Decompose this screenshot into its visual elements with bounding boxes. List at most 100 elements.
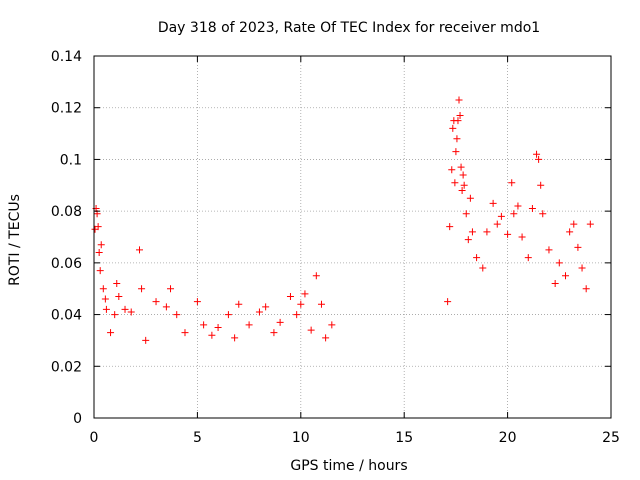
data-point (231, 334, 239, 342)
data-point (528, 205, 536, 213)
grid (94, 56, 611, 418)
data-point (135, 246, 143, 254)
data-point (457, 163, 465, 171)
data-point (479, 264, 487, 272)
data-point (586, 220, 594, 228)
data-point (518, 233, 526, 241)
data-point (458, 186, 466, 194)
plot-frame (93, 55, 612, 419)
data-point (464, 236, 472, 244)
data-point (297, 300, 305, 308)
data-point (214, 324, 222, 331)
data-point (245, 321, 253, 329)
data-point (448, 166, 456, 174)
data-point (473, 254, 481, 262)
data-point (142, 336, 150, 344)
data-point (270, 329, 278, 337)
data-point (578, 264, 586, 272)
y-tick-label: 0.02 (51, 359, 82, 375)
data-point (286, 292, 294, 300)
data-point (533, 150, 541, 158)
data-point (449, 124, 457, 132)
x-tick-label: 20 (499, 430, 517, 446)
data-point (107, 329, 115, 337)
x-tick-label: 0 (90, 430, 99, 446)
data-point (566, 228, 574, 236)
y-tick-label: 0 (73, 411, 82, 427)
data-point (111, 311, 119, 319)
data-point (456, 111, 464, 119)
data-point (460, 181, 468, 189)
data-point (97, 241, 105, 249)
data-point (322, 334, 330, 342)
data-point (493, 220, 501, 228)
y-tick-label: 0.04 (51, 308, 82, 324)
data-point (453, 135, 461, 143)
data-point (510, 210, 518, 218)
data-point (537, 181, 545, 189)
data-point (504, 230, 512, 238)
data-point (539, 210, 547, 218)
chart-title: Day 318 of 2023, Rate Of TEC Index for r… (158, 20, 540, 36)
axis-ticks (93, 55, 612, 419)
y-tick-label: 0.14 (51, 49, 82, 65)
data-point (497, 212, 505, 220)
data-point (224, 311, 232, 319)
data-point (459, 171, 467, 179)
data-point (446, 223, 454, 231)
data-point (582, 285, 590, 293)
data-point (173, 311, 181, 319)
x-tick-label: 10 (292, 430, 310, 446)
data-point (121, 305, 129, 313)
data-point (312, 272, 320, 280)
y-tick-label: 0.1 (60, 152, 82, 168)
data-point (276, 318, 284, 326)
data-point (138, 285, 146, 293)
data-point (551, 280, 559, 288)
data-point (99, 285, 107, 293)
data-point (570, 220, 578, 228)
data-point (181, 329, 189, 337)
data-point (454, 117, 462, 125)
data-point (235, 300, 243, 308)
data-point (167, 285, 175, 293)
data-point (489, 199, 497, 207)
data-point (452, 148, 460, 156)
data-point (115, 292, 123, 300)
data-point (101, 295, 109, 303)
data-point (262, 303, 270, 311)
data-point (535, 155, 543, 163)
data-point (468, 228, 476, 236)
data-points (91, 96, 594, 344)
data-point (193, 298, 201, 306)
x-tick-label: 25 (602, 430, 620, 446)
data-point (514, 202, 522, 210)
data-point (94, 223, 102, 231)
data-point (200, 321, 208, 329)
data-point (301, 290, 309, 298)
data-point (524, 254, 532, 262)
data-point (466, 194, 474, 202)
data-point (102, 305, 110, 313)
data-point (562, 272, 570, 280)
data-point (208, 331, 216, 339)
data-point (293, 311, 301, 319)
data-point (455, 96, 463, 104)
data-point (152, 298, 160, 306)
data-point (555, 259, 563, 267)
x-axis-label: GPS time / hours (290, 458, 407, 474)
data-point (451, 179, 459, 187)
data-point (317, 300, 325, 308)
tick-labels: 0 5 10 15 20 25 0 0.02 0.04 0.06 0.08 0.1 0.12 0.14 (51, 49, 620, 446)
data-point (307, 326, 315, 334)
data-point (483, 228, 491, 236)
y-tick-label: 0.12 (51, 101, 82, 117)
x-tick-label: 5 (193, 430, 202, 446)
data-point (328, 321, 336, 329)
data-point (444, 298, 452, 306)
data-point (574, 243, 582, 251)
data-point (96, 267, 104, 275)
data-point (162, 303, 170, 311)
data-point (545, 246, 553, 254)
